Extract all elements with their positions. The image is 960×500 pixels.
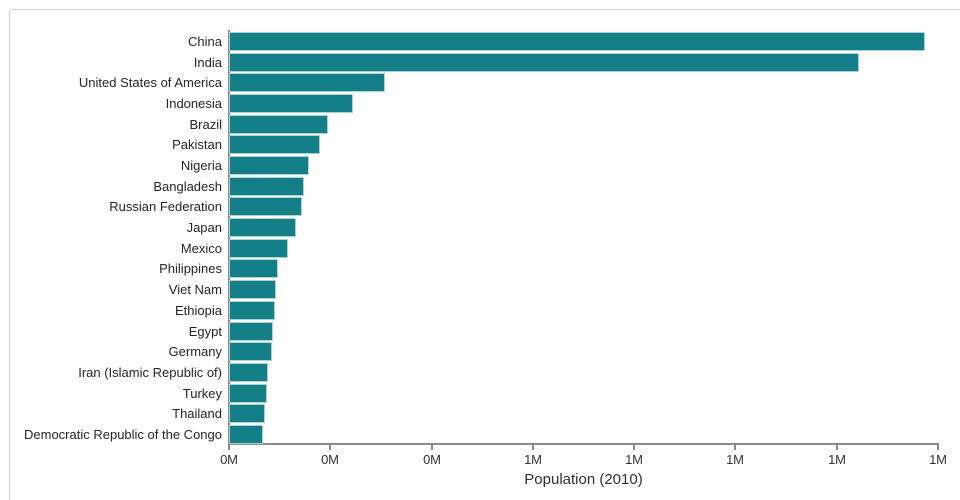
category-label: India (193, 54, 222, 70)
x-tick-mark (228, 445, 230, 450)
bar (229, 176, 304, 196)
x-tick-label: 0M (220, 452, 238, 467)
x-tick-label: 1M (726, 452, 744, 467)
category-label: Nigeria (180, 158, 222, 174)
bar (229, 259, 278, 279)
category-label: United States of America (78, 75, 222, 91)
bar (229, 114, 328, 134)
category-label: Thailand (172, 406, 222, 422)
x-tick-label: 1M (828, 452, 846, 467)
bar (229, 238, 288, 258)
category-label: Viet Nam (168, 282, 222, 298)
bar (229, 73, 385, 93)
category-label: Japan (186, 220, 222, 236)
x-tick-mark (836, 445, 838, 450)
category-label: Russian Federation (109, 199, 222, 215)
x-tick-label: 0M (321, 452, 339, 467)
x-tick-mark (937, 445, 939, 450)
y-axis-line (228, 30, 230, 445)
x-axis-line (228, 443, 939, 445)
category-label: China (188, 34, 222, 49)
x-tick-label: 1M (929, 452, 947, 467)
bar (229, 424, 263, 444)
bar (229, 300, 275, 320)
bar (229, 321, 273, 341)
bar (229, 135, 320, 155)
x-tick-label: 1M (524, 452, 542, 467)
bar (229, 383, 267, 403)
bar (229, 280, 276, 300)
category-label: Ethiopia (175, 302, 222, 318)
chart-card (9, 9, 960, 500)
x-tick-mark (431, 445, 433, 450)
x-tick-mark (532, 445, 534, 450)
category-label: Germany (168, 344, 222, 360)
category-label: Brazil (189, 116, 222, 132)
category-label: Philippines (159, 261, 222, 277)
category-label: Turkey (182, 385, 222, 401)
x-axis-title: Population (2010) (524, 471, 643, 488)
bar (229, 362, 268, 382)
category-label: Mexico (180, 240, 222, 256)
bar (229, 197, 302, 217)
bar (229, 32, 925, 51)
bar (229, 218, 296, 238)
category-label: Egypt (188, 323, 222, 339)
category-label: Iran (Islamic Republic of) (78, 364, 222, 380)
category-label: Pakistan (172, 137, 222, 153)
bar (229, 52, 859, 72)
bar (229, 156, 309, 176)
category-label: Bangladesh (153, 178, 222, 194)
x-tick-mark (734, 445, 736, 450)
x-tick-label: 0M (423, 452, 441, 467)
bar (229, 94, 353, 114)
bar (229, 342, 272, 362)
bar (229, 404, 265, 424)
category-label: Democratic Republic of the Congo (24, 426, 222, 442)
x-tick-mark (633, 445, 635, 450)
category-label: Indonesia (165, 96, 222, 112)
x-tick-label: 1M (625, 452, 643, 467)
x-tick-mark (329, 445, 331, 450)
